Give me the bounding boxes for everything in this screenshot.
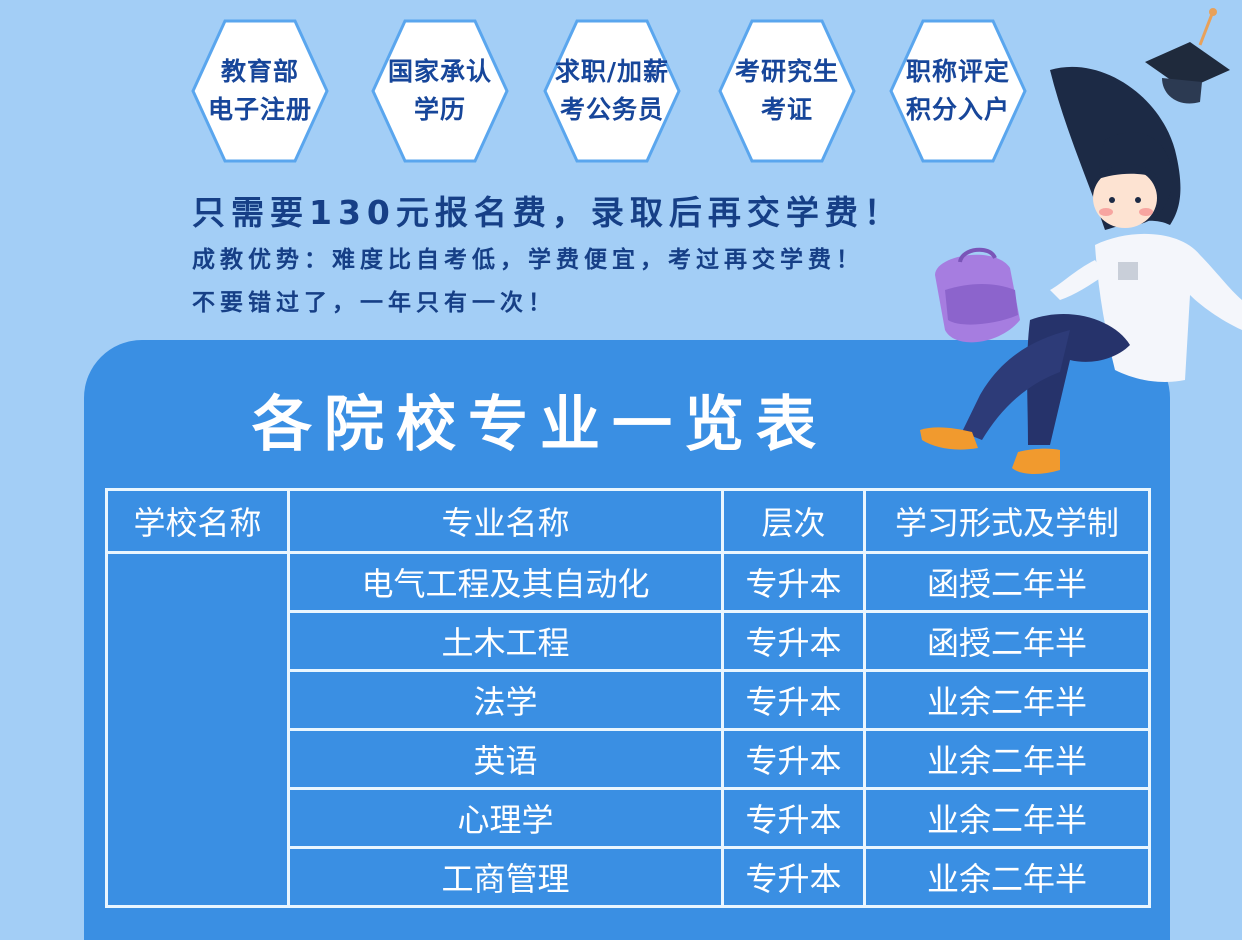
- badge-line2: 积分入户: [905, 95, 1010, 124]
- feature-badges: 教育部 电子注册 国家承认 学历 求职/加薪 考公务员 考研究生 考证: [190, 18, 1050, 164]
- major-cell: 法学: [287, 669, 724, 731]
- major-cell: 心理学: [287, 787, 724, 849]
- badge-career: 求职/加薪 考公务员: [542, 18, 682, 164]
- level-cell: 专升本: [721, 669, 866, 731]
- badge-line1: 国家承认: [387, 57, 492, 86]
- badge-title-evaluation: 职称评定 积分入户: [888, 18, 1028, 164]
- table-row: 心理学 专升本 业余二年半: [107, 787, 1151, 849]
- major-cell: 工商管理: [287, 846, 724, 908]
- reminder-text: 不要错过了，一年只有一次！: [192, 290, 556, 316]
- panel-title: 各院校专业一览表: [252, 390, 828, 460]
- table-row: 工商管理 专升本 业余二年半: [107, 846, 1151, 908]
- student-illustration: [920, 8, 1242, 474]
- major-cell: 土木工程: [287, 610, 724, 672]
- badge-registration: 教育部 电子注册: [190, 18, 330, 164]
- fee-headline: 只需要130元报名费，录取后再交学费！: [192, 193, 903, 232]
- school-cell: [105, 551, 290, 908]
- badge-postgraduate: 考研究生 考证: [717, 18, 857, 164]
- level-cell: 专升本: [721, 551, 866, 613]
- hexagon-icon: [191, 19, 329, 163]
- badge-recognition: 国家承认 学历: [370, 18, 510, 164]
- majors-table: 学校名称 专业名称 层次 学习形式及学制 电气工程及其自动化 专升本 函授二年半…: [105, 488, 1151, 908]
- major-cell: 电气工程及其自动化: [287, 551, 724, 613]
- badge-line2: 考证: [760, 95, 813, 124]
- level-cell: 专升本: [721, 728, 866, 790]
- badge-line1: 考研究生: [734, 57, 839, 86]
- form-cell: 函授二年半: [863, 610, 1151, 672]
- badge-line1: 求职/加薪: [554, 57, 670, 86]
- level-cell: 专升本: [721, 846, 866, 908]
- advantages-text: 成教优势：难度比自考低，学费便宜，考过再交学费！: [192, 247, 864, 273]
- hexagon-icon: [371, 19, 509, 163]
- table-row: 电气工程及其自动化 专升本 函授二年半: [105, 551, 1151, 908]
- form-cell: 函授二年半: [863, 551, 1151, 613]
- table-row: 法学 专升本 业余二年半: [107, 669, 1151, 731]
- form-cell: 业余二年半: [863, 728, 1151, 790]
- table-row: 土木工程 专升本 函授二年半: [107, 610, 1151, 672]
- hexagon-icon: [718, 19, 856, 163]
- badge-line2: 电子注册: [207, 95, 312, 124]
- badge-line2: 学历: [413, 95, 466, 124]
- header-level: 层次: [721, 488, 866, 554]
- table-row: 英语 专升本 业余二年半: [107, 728, 1151, 790]
- header-form: 学习形式及学制: [863, 488, 1151, 554]
- hexagon-icon: [543, 19, 681, 163]
- badge-line2: 考公务员: [559, 95, 664, 124]
- header-school: 学校名称: [105, 488, 290, 554]
- header-major: 专业名称: [287, 488, 724, 554]
- level-cell: 专升本: [721, 610, 866, 672]
- backpack-icon: [935, 247, 1020, 343]
- graduation-cap-icon: [1145, 8, 1230, 104]
- table-header-row: 学校名称 专业名称 层次 学习形式及学制: [105, 488, 1151, 554]
- form-cell: 业余二年半: [863, 669, 1151, 731]
- hexagon-icon: [889, 19, 1027, 163]
- badge-line1: 教育部: [220, 57, 299, 86]
- level-cell: 专升本: [721, 787, 866, 849]
- form-cell: 业余二年半: [863, 787, 1151, 849]
- badge-line1: 职称评定: [905, 57, 1010, 86]
- major-cell: 英语: [287, 728, 724, 790]
- form-cell: 业余二年半: [863, 846, 1151, 908]
